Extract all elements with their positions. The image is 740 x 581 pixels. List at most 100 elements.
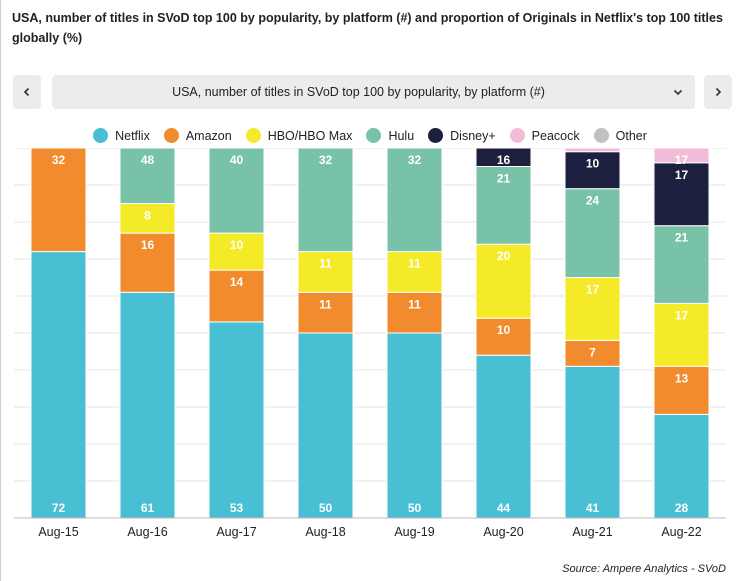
bar-segment-hulu[interactable] [297,148,354,253]
bar-segment-amazon[interactable] [297,291,354,334]
bar-segment-amazon[interactable] [30,148,87,253]
data-label: 61 [141,501,155,515]
legend-item-peacock[interactable]: Peacock [509,128,580,143]
bar-segment-amazon[interactable] [564,339,621,367]
source-note: Source: Ampere Analytics - SVoD [562,563,726,575]
x-tick-label: Aug-21 [572,525,612,539]
bar-segment-amazon[interactable] [653,365,710,415]
bar-segment-disney[interactable] [564,151,621,190]
data-label: 10 [230,238,244,252]
data-label: 50 [408,501,422,515]
next-chart-button[interactable] [704,75,732,109]
bar-segment-hulu[interactable] [386,148,443,253]
legend-label: HBO/HBO Max [267,128,353,143]
bar-segment-netflix[interactable] [297,332,354,519]
data-label: 11 [408,297,421,311]
data-label: 48 [141,153,155,167]
data-label: 44 [497,501,511,515]
x-tick-label: Aug-22 [661,525,701,539]
data-label: 20 [497,249,511,263]
chevron-right-icon [715,87,722,97]
bar-segment-netflix[interactable] [653,413,710,519]
data-label: 32 [319,153,333,167]
data-label: 17 [675,168,689,182]
data-label: 21 [675,231,689,245]
bar-segment-netflix[interactable] [564,365,621,519]
legend-swatch [428,128,444,143]
bar-segment-amazon[interactable] [208,269,265,323]
data-label: 32 [52,153,66,167]
legend-label: Peacock [531,128,580,143]
legend-label: Amazon [185,128,232,143]
data-label: 10 [586,157,600,171]
bar-segment-peacock[interactable] [653,148,710,164]
data-label: 11 [319,257,332,271]
data-label: 10 [497,323,511,337]
bar-segment-hulu[interactable] [208,148,265,234]
legend-label: Hulu [388,128,415,143]
legend-label: Disney+ [450,128,496,143]
bar-segment-amazon[interactable] [119,232,176,293]
x-tick-label: Aug-16 [127,525,167,539]
legend-swatch [593,128,609,143]
bar-segment-amazon[interactable] [475,317,532,356]
legend-item-other[interactable]: Other [593,128,647,143]
legend-item-hulu[interactable]: Hulu [366,128,414,143]
chart-legend: Netflix Amazon HBO/HBO Max Hulu Disney+ Peaco… [80,128,660,143]
legend-item-amazon[interactable]: Amazon [163,128,232,143]
data-label: 32 [408,153,422,167]
bar-segment-hbo-hbo-max[interactable] [297,251,354,293]
data-label: 8 [144,209,151,223]
legend-label: Netflix [115,128,150,143]
bar-segment-hbo-hbo-max[interactable] [564,277,621,341]
data-label: 11 [408,257,421,271]
chevron-left-icon [23,87,30,97]
data-label: 53 [230,501,244,515]
bar-segment-hulu[interactable] [119,148,176,204]
bar-segment-netflix[interactable] [386,332,443,519]
bar-segment-hulu[interactable] [475,166,532,245]
data-label: 17 [675,153,689,167]
legend-item-hbo-hbo-max[interactable]: HBO/HBO Max [245,128,353,143]
bar-segment-hbo-hbo-max[interactable] [475,243,532,319]
bar-segment-hulu[interactable] [564,188,621,279]
data-label: 11 [319,297,332,311]
data-label: 50 [319,501,333,515]
bar-segment-netflix[interactable] [475,354,532,519]
bar-segment-hbo-hbo-max[interactable] [386,251,443,293]
bar-segment-hulu[interactable] [653,225,710,304]
bar-segment-netflix[interactable] [208,321,265,519]
previous-chart-button[interactable] [13,75,41,109]
legend-swatch [93,128,109,143]
stacked-bar-chart: 72 32 Aug-15 61 16 8 48 Aug-16 53 14 10 40 Aug-17 50 1… [14,148,726,539]
bar-segment-peacock[interactable] [564,148,621,153]
data-label: 72 [52,501,66,515]
bar-segment-netflix[interactable] [30,251,87,519]
x-tick-label: Aug-18 [305,525,345,539]
legend-label: Other [615,128,647,143]
legend-item-netflix[interactable]: Netflix [93,128,150,143]
data-label: 21 [497,172,511,186]
legend-swatch [163,128,179,143]
bar-segment-hbo-hbo-max[interactable] [653,302,710,367]
bar-segment-netflix[interactable] [119,291,176,519]
frame-border [0,0,1,581]
bar-segment-hbo-hbo-max[interactable] [119,203,176,234]
legend-swatch [509,128,525,143]
page-title: USA, number of titles in SVoD top 100 by… [12,11,723,45]
data-label: 16 [497,153,511,167]
bar-segment-disney[interactable] [475,148,532,167]
legend-item-disney[interactable]: Disney+ [428,128,496,143]
x-tick-label: Aug-19 [394,525,434,539]
x-tick-label: Aug-17 [216,525,256,539]
data-label: 14 [230,275,244,289]
data-label: 17 [675,308,689,322]
bar-segment-hbo-hbo-max[interactable] [208,232,265,271]
data-label: 28 [675,501,689,515]
data-label: 16 [141,238,155,252]
data-label: 41 [586,501,600,515]
data-label: 24 [586,194,600,208]
chart-selector-dropdown[interactable]: USA, number of titles in SVoD top 100 by… [52,75,695,109]
data-label: 17 [586,283,600,297]
data-label: 13 [675,371,689,385]
